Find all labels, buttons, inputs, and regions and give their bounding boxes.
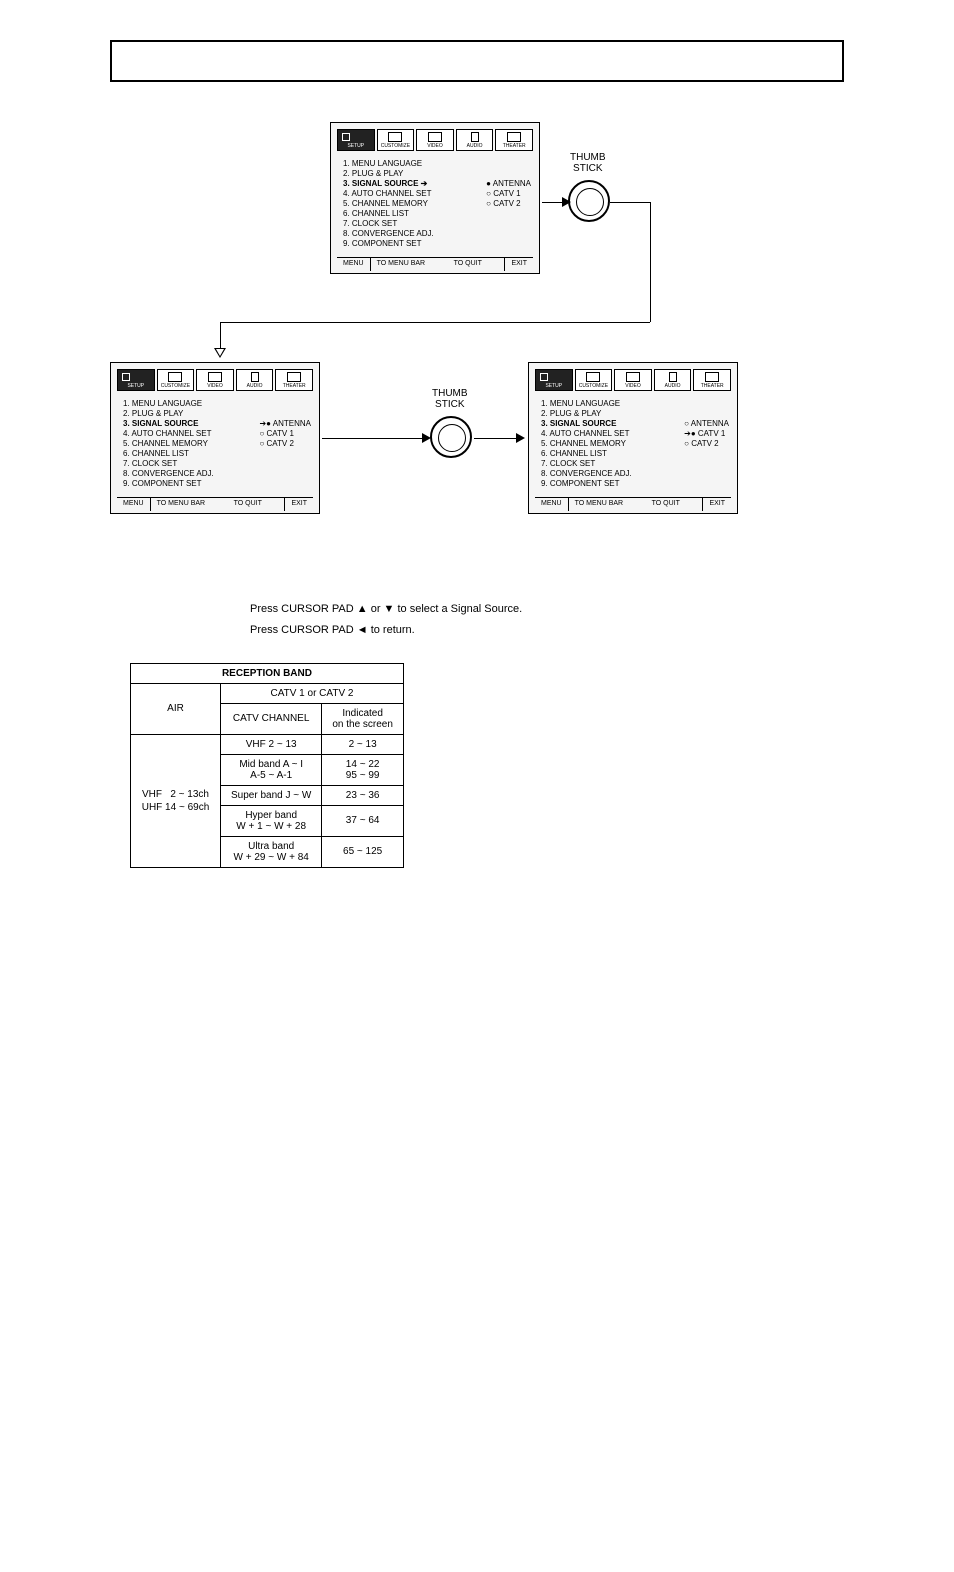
options-left: ➔● ANTENNA CATV 1 CATV 2 [259, 419, 311, 449]
connector [542, 202, 564, 203]
step-note-2: Press CURSOR PAD ◄ to return. [250, 623, 844, 638]
table-cell: Super band J ~ W [221, 785, 322, 805]
table-cell: 65 ~ 125 [322, 836, 404, 867]
table-cell: 14 ~ 22 95 ~ 99 [322, 754, 404, 785]
table-cell: 2 ~ 13 [322, 734, 404, 754]
col-indicated: Indicated on the screen [322, 703, 404, 734]
arrow-right-icon [516, 433, 525, 443]
table-cell: Mid band A ~ I A-5 ~ A-1 [221, 754, 322, 785]
table-cell: VHF 2 ~ 13 [221, 734, 322, 754]
tab-video: VIDEO [416, 129, 454, 151]
air-header: AIR [131, 683, 221, 734]
table-cell: 37 ~ 64 [322, 805, 404, 836]
table-cell: Hyper band W + 1 ~ W + 28 [221, 805, 322, 836]
table-title: RECEPTION BAND [131, 663, 404, 683]
options-right: ANTENNA ➔● CATV 1 CATV 2 [684, 419, 729, 449]
col-catv-channel: CATV CHANNEL [221, 703, 322, 734]
tab-row: SETUP CUSTOMIZE VIDEO AUDIO THEATER [337, 129, 533, 151]
arrow-right-icon [562, 197, 571, 207]
flow-diagram: SETUP CUSTOMIZE VIDEO AUDIO THEATER 1. M… [110, 122, 844, 582]
arrow-right-icon [422, 433, 431, 443]
connector [220, 322, 650, 323]
page-header-border [110, 40, 844, 82]
catv-header: CATV 1 or CATV 2 [221, 683, 404, 703]
thumb-label-mid: THUMB STICK [432, 388, 468, 410]
connector [220, 322, 221, 350]
connector [322, 438, 426, 439]
tab-theater: THEATER [495, 129, 533, 151]
tv-panel-top: SETUP CUSTOMIZE VIDEO AUDIO THEATER 1. M… [330, 122, 540, 274]
tab-setup: SETUP [337, 129, 375, 151]
thumb-stick-icon [430, 416, 472, 458]
table-cell: 23 ~ 36 [322, 785, 404, 805]
reception-band-table: RECEPTION BAND AIR CATV 1 or CATV 2 CATV… [130, 663, 404, 868]
thumb-stick-icon [568, 180, 610, 222]
air-rows: VHF 2 ~ 13ch UHF 14 ~ 69ch [131, 734, 221, 867]
connector [474, 438, 520, 439]
tv-panel-left: SETUP CUSTOMIZE VIDEO AUDIO THEATER 1. M… [110, 362, 320, 514]
options-top: ANTENNA CATV 1 CATV 2 [486, 179, 531, 209]
tab-customize: CUSTOMIZE [377, 129, 415, 151]
tv-panel-right: SETUP CUSTOMIZE VIDEO AUDIO THEATER 1. M… [528, 362, 738, 514]
arrow-down-icon [214, 348, 226, 358]
connector [650, 202, 651, 322]
step-note-1: Press CURSOR PAD ▲ or ▼ to select a Sign… [250, 602, 844, 617]
connector [610, 202, 650, 203]
thumb-label-top: THUMB STICK [570, 152, 606, 174]
panel-footer: MENU TO MENU BAR TO QUIT EXIT [337, 257, 533, 271]
table-cell: Ultra band W + 29 ~ W + 84 [221, 836, 322, 867]
tab-audio: AUDIO [456, 129, 494, 151]
